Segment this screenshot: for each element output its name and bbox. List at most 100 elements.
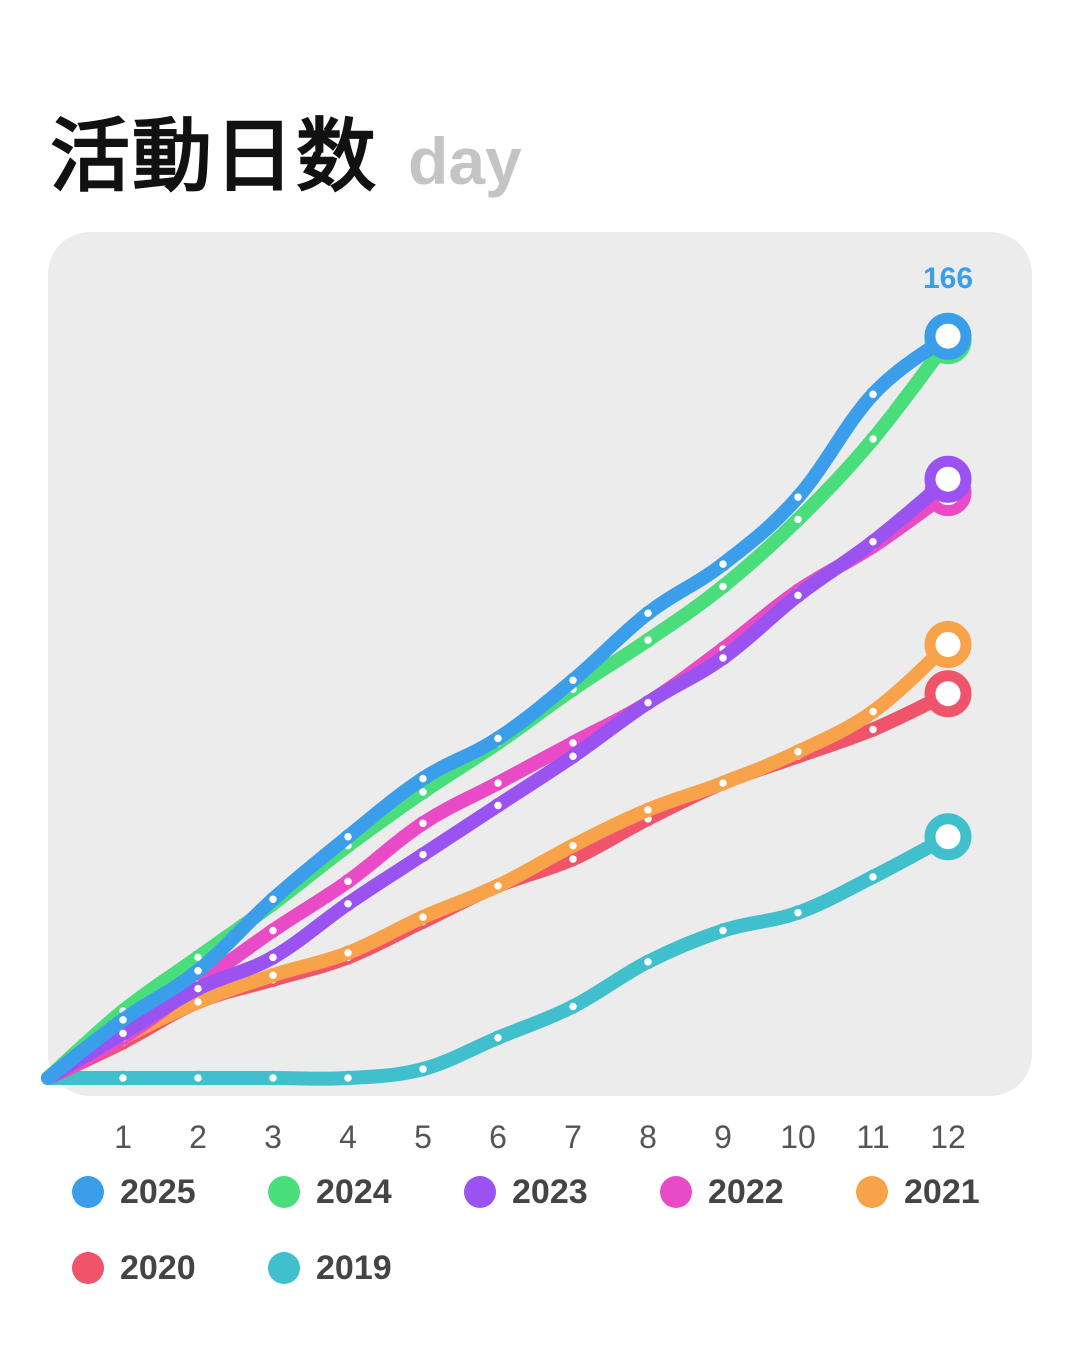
end-point-2025 <box>924 312 972 360</box>
data-point-2025-2 <box>190 963 206 979</box>
data-point-2023-5 <box>415 847 431 862</box>
data-point-2024-11 <box>865 431 881 447</box>
data-point-2025-1 <box>115 1012 131 1028</box>
data-point-2021-5 <box>415 909 431 925</box>
data-point-2023-9 <box>715 650 731 666</box>
data-point-2021-3 <box>265 967 281 983</box>
legend-dot <box>464 1176 496 1208</box>
data-point-2020-7 <box>565 851 581 867</box>
end-point-2019 <box>924 813 972 861</box>
legend-label: 2023 <box>512 1172 588 1211</box>
series-2023 <box>41 455 972 1085</box>
data-point-2021-4 <box>340 945 356 961</box>
x-tick-label: 12 <box>930 1119 966 1155</box>
x-tick-label: 9 <box>714 1119 732 1155</box>
legend-item-2025: 2025 <box>72 1170 268 1214</box>
data-point-2019-7 <box>565 999 581 1014</box>
end-value-label: 166 <box>923 262 973 295</box>
chart-title: 活動日数 <box>50 110 378 203</box>
data-point-2025-6 <box>490 731 506 746</box>
data-point-2022-6 <box>490 775 506 791</box>
data-point-2019-3 <box>265 1070 281 1086</box>
data-point-2025-10 <box>790 489 806 505</box>
data-point-2019-11 <box>865 869 881 885</box>
legend-item-2022: 2022 <box>660 1170 856 1214</box>
chart-title-row: 活動日数 day <box>50 92 522 208</box>
legend-label: 2019 <box>316 1248 392 1287</box>
series-lines <box>41 312 972 1086</box>
data-point-2023-2 <box>190 981 206 996</box>
data-point-2021-7 <box>565 838 581 853</box>
data-point-2019-2 <box>190 1070 206 1086</box>
data-point-2024-8 <box>640 632 656 648</box>
legend-item-2021: 2021 <box>856 1170 1052 1214</box>
line-chart: 1 2 3 4 5 6 7 8 9 10 11 12 166 <box>41 232 1032 1155</box>
data-point-2023-3 <box>265 950 281 965</box>
series-2019 <box>41 813 972 1086</box>
data-point-2023-4 <box>340 896 356 911</box>
data-point-2021-9 <box>715 775 731 791</box>
x-tick-label: 10 <box>780 1119 816 1155</box>
data-point-2019-4 <box>340 1070 356 1086</box>
data-point-2022-4 <box>340 874 356 889</box>
data-point-2021-6 <box>490 878 506 894</box>
data-point-2023-7 <box>565 749 581 764</box>
legend-item-2020: 2020 <box>72 1246 268 1290</box>
end-point-2023 <box>924 455 972 503</box>
data-point-2022-3 <box>265 923 281 938</box>
data-point-2019-8 <box>640 954 656 970</box>
x-tick-label: 8 <box>639 1119 657 1155</box>
data-point-2023-8 <box>640 695 656 710</box>
data-point-2023-10 <box>790 588 806 603</box>
x-tick-label: 7 <box>564 1119 582 1155</box>
data-point-2019-5 <box>415 1061 431 1077</box>
data-point-2024-9 <box>715 579 731 594</box>
x-tick-label: 11 <box>856 1119 889 1155</box>
data-point-2024-10 <box>790 512 806 527</box>
data-point-2025-3 <box>265 892 281 907</box>
data-point-2021-11 <box>865 704 881 719</box>
legend-dot <box>268 1252 300 1284</box>
data-point-2022-5 <box>415 816 431 831</box>
data-point-2019-6 <box>490 1030 506 1046</box>
data-point-2019-10 <box>790 905 806 920</box>
data-point-2025-4 <box>340 829 356 844</box>
legend-label: 2024 <box>316 1172 392 1211</box>
data-point-2023-11 <box>865 534 881 550</box>
series-2025 <box>41 312 972 1085</box>
data-point-2020-11 <box>865 722 881 737</box>
legend-dot <box>268 1176 300 1208</box>
legend-label: 2021 <box>904 1172 980 1211</box>
data-point-2021-8 <box>640 802 656 818</box>
data-point-2021-10 <box>790 744 806 760</box>
legend-item-2019: 2019 <box>268 1246 464 1290</box>
data-point-2019-9 <box>715 923 731 938</box>
legend-item-2024: 2024 <box>268 1170 464 1214</box>
x-tick-label: 1 <box>114 1119 132 1155</box>
end-point-2021 <box>924 621 972 669</box>
data-point-2025-11 <box>865 387 881 402</box>
data-point-2025-8 <box>640 606 656 621</box>
x-tick-label: 4 <box>339 1119 357 1155</box>
legend-label: 2022 <box>708 1172 784 1211</box>
x-tick-label: 3 <box>264 1119 282 1155</box>
x-axis-ticks: 1 2 3 4 5 6 7 8 9 10 11 12 <box>114 1119 966 1155</box>
legend-label: 2025 <box>120 1172 196 1211</box>
legend-dot <box>72 1176 104 1208</box>
x-tick-label: 6 <box>489 1119 507 1155</box>
data-point-2025-7 <box>565 673 581 688</box>
end-point-2020 <box>924 670 972 718</box>
legend: 2025 2024 2023 2022 2021 2020 2019 <box>72 1170 1032 1290</box>
legend-dot <box>856 1176 888 1208</box>
data-point-2025-9 <box>715 556 731 572</box>
chart-unit: day <box>408 124 522 198</box>
legend-label: 2020 <box>120 1248 196 1287</box>
legend-dot <box>660 1176 692 1208</box>
data-point-2021-2 <box>190 994 206 1010</box>
data-point-2019-1 <box>115 1070 131 1086</box>
data-point-2023-6 <box>490 798 506 813</box>
data-point-2025-5 <box>415 771 431 786</box>
x-tick-label: 2 <box>189 1119 207 1155</box>
legend-dot <box>72 1252 104 1284</box>
legend-item-2023: 2023 <box>464 1170 660 1214</box>
